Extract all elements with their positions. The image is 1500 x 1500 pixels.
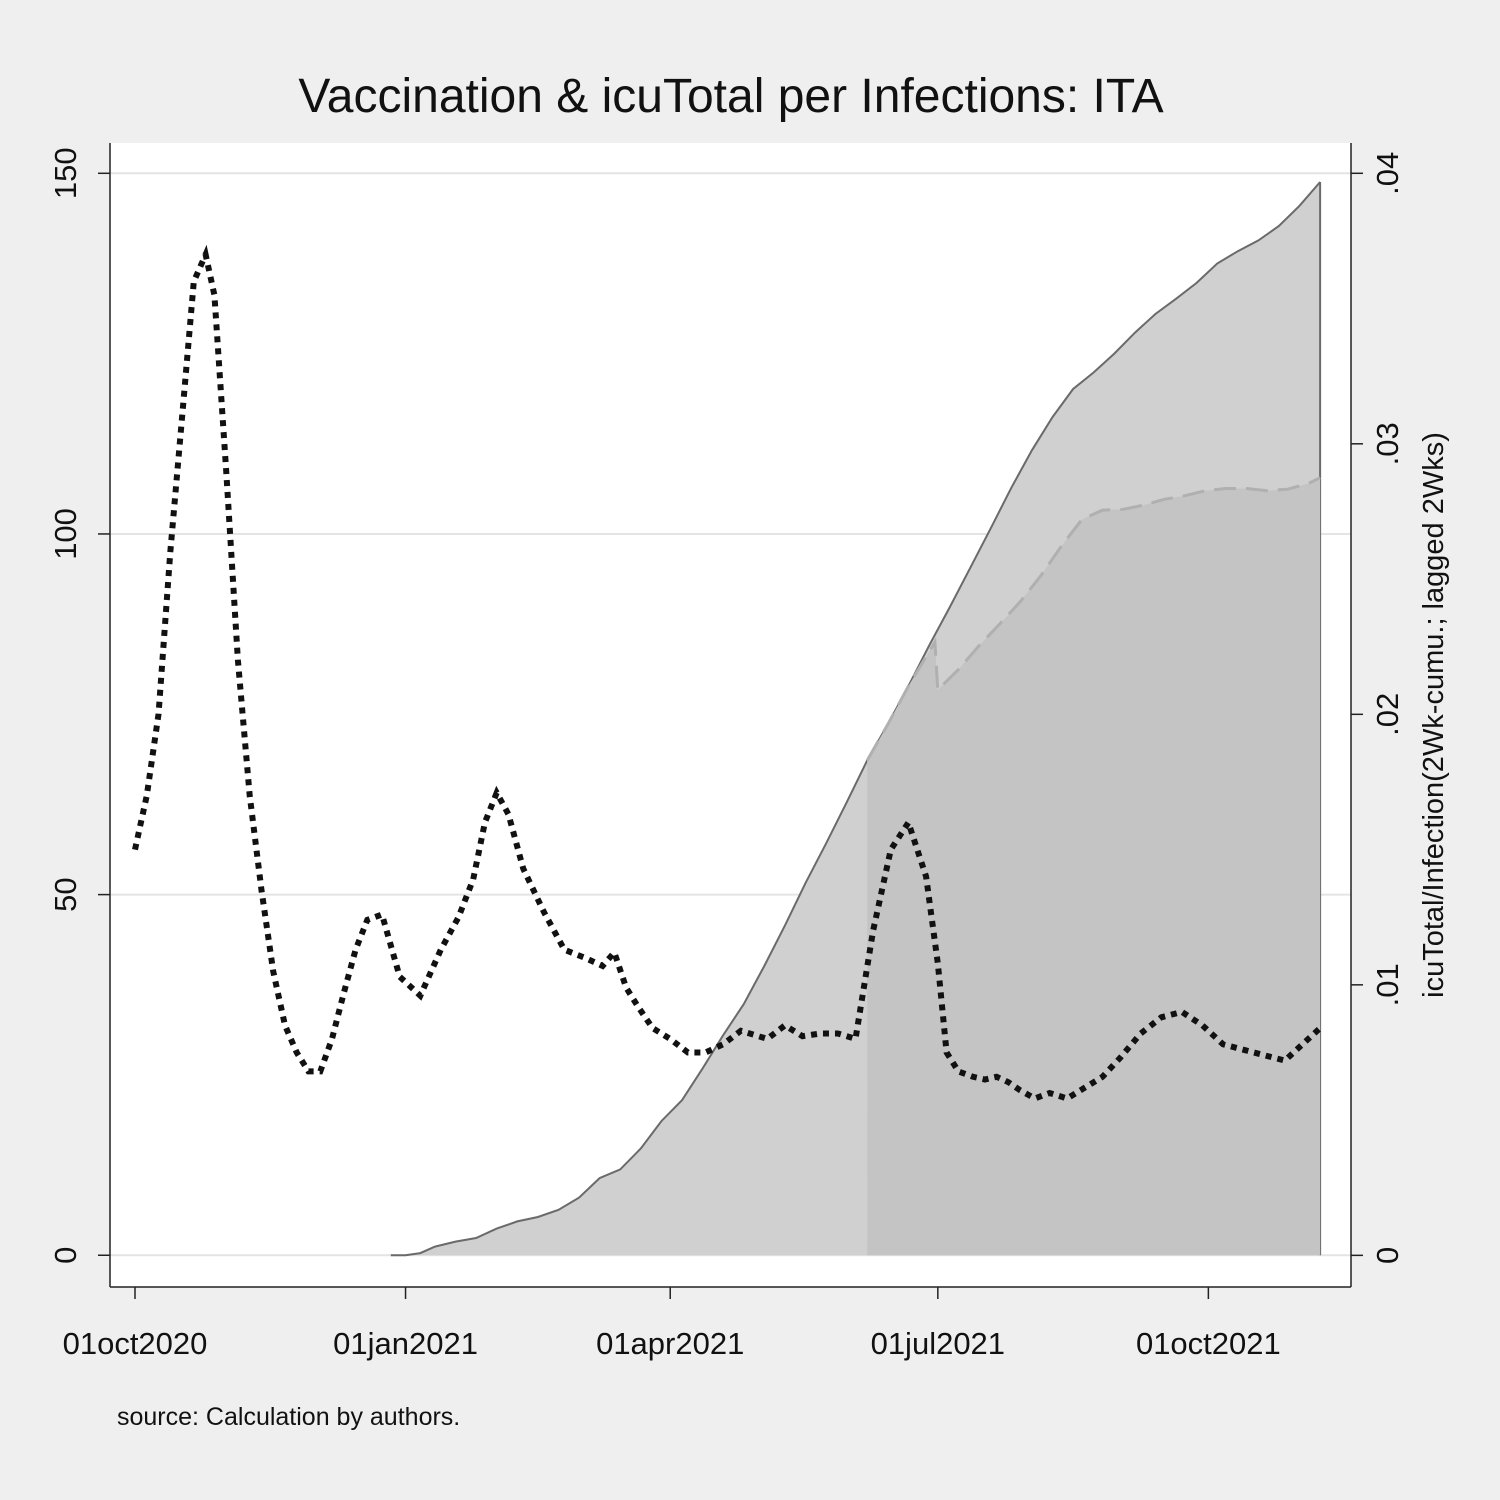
area-series [390, 181, 1322, 1257]
area-series-dashed [867, 477, 1321, 1256]
y-right-tick-label: 0 [1370, 1247, 1405, 1264]
source-note: source: Calculation by authors. [117, 1403, 460, 1431]
y-right-tick-label: .01 [1370, 963, 1405, 1006]
y-right-tick-label: .03 [1370, 422, 1405, 465]
x-tick-label: 01jul2021 [871, 1326, 1005, 1361]
x-tick-label: 01jan2021 [333, 1326, 478, 1361]
y-left-tick-label: 50 [48, 877, 83, 911]
chart-title: Vaccination & icuTotal per Infections: I… [298, 70, 1163, 123]
area-edge-solid [390, 181, 1321, 1257]
x-tick-label: 01oct2021 [1136, 1326, 1281, 1361]
x-tick-label: 01apr2021 [596, 1326, 744, 1361]
y-left-tick-label: 150 [48, 147, 83, 199]
ticks: 0 50 100 150 0 .01 .02 .03 .04 01oct2020 01jan2021… [48, 147, 1405, 1361]
y-left-tick-label: 100 [48, 508, 83, 560]
y-left-tick-label: 0 [48, 1247, 83, 1264]
y-right-tick-label: .04 [1370, 152, 1405, 195]
y-axis-right-title: icuTotal/Infection(2Wk-cumu.; lagged 2Wk… [1418, 432, 1450, 998]
y-right-tick-label: .02 [1370, 693, 1405, 736]
area-edge-dashed [865, 476, 1321, 762]
x-tick-label: 01oct2020 [63, 1326, 208, 1361]
